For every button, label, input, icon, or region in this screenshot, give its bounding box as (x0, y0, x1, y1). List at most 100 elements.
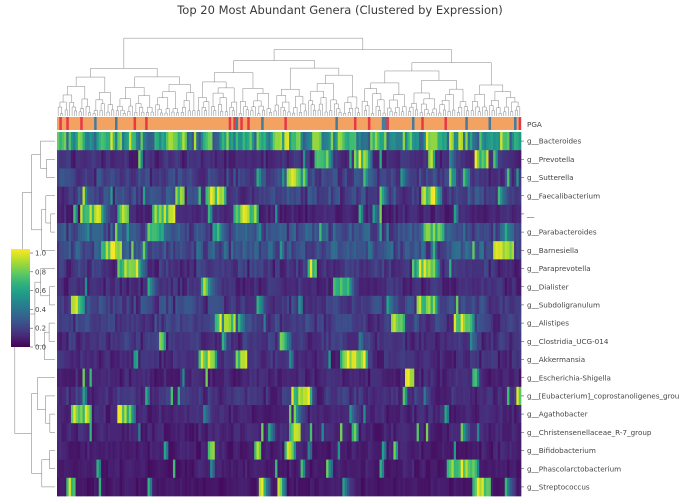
heatmap-cell (149, 386, 153, 406)
heatmap-cell (184, 259, 188, 278)
heatmap-cell (500, 241, 503, 260)
heatmap-cell (170, 295, 174, 315)
heatmap-cell (323, 277, 327, 297)
heatmap-cell (386, 350, 390, 369)
heatmap-cell (465, 386, 468, 406)
heatmap-cell (453, 295, 457, 315)
heatmap-cell (254, 186, 257, 206)
heatmap-cell (432, 259, 436, 278)
heatmap-cell (142, 423, 146, 442)
heatmap-cell (242, 441, 246, 460)
heatmap-cell (279, 314, 283, 333)
heatmap-cell (335, 186, 339, 206)
heatmap-cell (351, 168, 355, 187)
heatmap-cell (460, 441, 464, 460)
annotation-mark (59, 117, 62, 130)
heatmap-cell (228, 241, 232, 260)
heatmap-cell (179, 441, 183, 460)
heatmap-cell (68, 277, 72, 297)
heatmap-cell (200, 405, 204, 424)
heatmap-cell (514, 204, 517, 224)
heatmap-cell (402, 186, 406, 206)
heatmap-cell (381, 168, 385, 187)
heatmap-cell (302, 368, 306, 388)
heatmap-cell (89, 168, 93, 187)
heatmap-cell (198, 150, 202, 169)
heatmap-cell (210, 223, 213, 242)
heatmap-cell (163, 204, 167, 224)
dendrogram-link (310, 104, 315, 116)
dendrogram-link (201, 107, 206, 116)
heatmap-cell (516, 423, 520, 442)
heatmap-cell (356, 150, 359, 169)
heatmap-cell (333, 477, 336, 497)
dendrogram-link (449, 88, 464, 102)
heatmap-cell (493, 223, 496, 242)
heatmap-cell (210, 314, 213, 333)
heatmap-cell (291, 186, 294, 206)
heatmap-cell (472, 150, 475, 169)
heatmap-cell (121, 150, 125, 169)
heatmap-cell (374, 223, 378, 242)
heatmap-cell (96, 259, 100, 278)
heatmap-cell (479, 277, 482, 297)
heatmap-cell (89, 423, 93, 442)
heatmap-cell (168, 241, 172, 260)
heatmap-cell (298, 459, 301, 479)
heatmap-cell (314, 314, 318, 333)
heatmap-cell (270, 204, 274, 224)
heatmap-cell (514, 368, 517, 388)
heatmap-cell (207, 132, 211, 151)
heatmap-cell (91, 150, 95, 169)
heatmap-cell (198, 332, 202, 351)
heatmap-cell (156, 405, 160, 424)
heatmap-cell (258, 204, 262, 224)
heatmap-cell (398, 277, 401, 297)
heatmap-cell (437, 477, 441, 497)
heatmap-cell (203, 386, 206, 406)
heatmap-cell (154, 168, 158, 187)
heatmap-cell (142, 295, 146, 315)
heatmap-cell (82, 459, 86, 479)
heatmap-cell (91, 259, 95, 278)
heatmap-cell (337, 223, 341, 242)
annotation-mark (261, 117, 264, 130)
heatmap-cell (156, 295, 160, 315)
row-label: g__Dialister (527, 282, 569, 291)
heatmap-cell (75, 350, 79, 369)
heatmap-cell (70, 204, 74, 224)
heatmap-cell (476, 223, 480, 242)
heatmap-cell (231, 186, 234, 206)
dendrogram-link (37, 377, 55, 410)
heatmap-cell (131, 314, 134, 333)
heatmap-cell (449, 423, 452, 442)
heatmap-cell (458, 150, 462, 169)
heatmap-cell (59, 186, 62, 206)
heatmap-cell (110, 150, 114, 169)
heatmap-cell (486, 259, 489, 278)
heatmap-cell (365, 204, 369, 224)
heatmap-cell (395, 459, 399, 479)
heatmap-cell (166, 477, 169, 497)
heatmap-cell (372, 132, 376, 151)
heatmap-cell (84, 132, 88, 151)
heatmap-cell (344, 295, 348, 315)
heatmap-cell (312, 405, 315, 424)
heatmap-cell (305, 277, 308, 297)
heatmap-cell (112, 295, 116, 315)
heatmap-cell (337, 441, 341, 460)
heatmap-cell (291, 204, 294, 224)
heatmap-cell (168, 368, 172, 388)
heatmap-cell (486, 368, 489, 388)
heatmap-cell (377, 405, 380, 424)
heatmap-cell (251, 368, 255, 388)
heatmap-cell (432, 277, 436, 297)
heatmap-cell (152, 386, 155, 406)
heatmap-cell (159, 386, 162, 406)
heatmap-cell (268, 223, 271, 242)
heatmap-cell (261, 223, 264, 242)
heatmap-cell (189, 241, 192, 260)
heatmap-cell (458, 295, 462, 315)
heatmap-cell (444, 350, 448, 369)
heatmap-cell (231, 386, 234, 406)
